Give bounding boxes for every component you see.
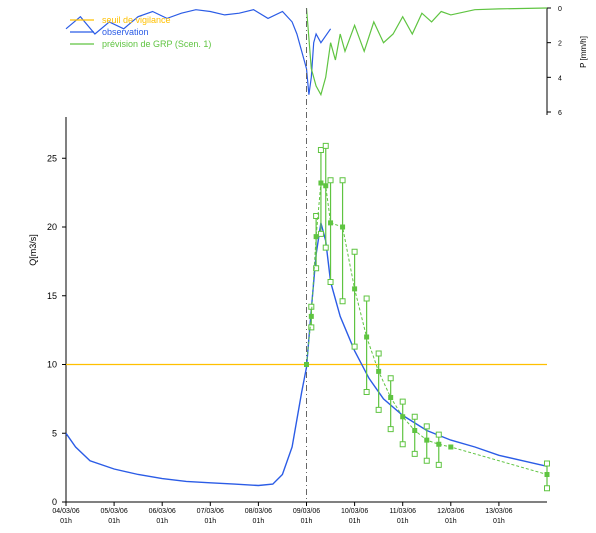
precip-ticks: 0 2 4 6 [547,6,562,117]
q-ticks: 0 5 10 15 20 25 [47,153,66,507]
forecast-range-lower [351,343,358,350]
x-tick-hour: 01h [60,518,72,525]
legend-label: observation [102,27,149,37]
forecast-range-upper [363,295,370,302]
x-tick-date: 12/03/06 [437,508,464,515]
forecast-range-upper [339,177,346,184]
q-tick-label: 5 [52,428,57,438]
forecast-range-lower [327,279,334,285]
legend-label: seuil de vigilance [102,15,171,25]
precip-tick-label: 6 [558,110,562,117]
forecast-range-upper [544,460,550,467]
forecast-range-upper [411,413,418,420]
forecast-range-lower [322,244,329,251]
x-ticks: 04/03/06 01h 05/03/06 01h 06/03/06 01h 07/03/0… [52,502,513,525]
forecast-median-point [308,313,314,319]
discharge-panel: 0 5 10 15 20 25 04/03/06 01h 05/03/06 01h 06/03/0… [28,8,550,525]
forecast-median-point [424,437,430,443]
q-tick-label: 25 [47,153,57,163]
legend: seuil de vigilance observation prévision d… [70,15,211,49]
x-tick-hour: 01h [349,518,361,525]
q-tick-label: 20 [47,222,57,232]
precip-panel: 0 2 4 6 P [mm/h] [65,6,588,117]
x-tick-date: 11/03/06 [389,508,416,515]
precip-tick-label: 2 [558,41,562,48]
precip-tick-label: 4 [558,75,562,82]
x-tick-date: 10/03/06 [341,508,368,515]
forecast-range-upper [387,375,394,382]
x-tick-date: 04/03/06 [52,508,79,515]
precip-forecast-line [305,7,548,97]
forecast-range-lower [411,450,418,457]
precip-observation-line [65,9,332,95]
x-tick-hour: 01h [493,518,505,525]
forecast-range-upper [351,248,358,255]
forecast-range-lower [308,324,315,331]
forecast-median-point [436,441,442,447]
forecast-median-point [313,234,319,240]
forecast-range-lower [313,265,320,272]
forecast-median-point [328,220,334,226]
forecast-range-upper [327,177,334,184]
forecast-median-point [400,414,406,420]
forecast-range-lower [544,485,550,492]
forecast-range-lower [363,389,370,395]
x-tick-hour: 01h [445,518,457,525]
forecast-range-lower [339,298,346,305]
forecast-range-upper [375,350,382,357]
forecast-range-lower [423,457,430,464]
x-tick-date: 08/03/06 [245,508,272,515]
forecast-range-upper [313,213,320,219]
forecast-range-lower [375,406,382,413]
x-tick-hour: 01h [108,518,120,525]
precip-series [65,7,548,97]
forecast-median-point [544,472,550,477]
q-series [65,142,550,492]
forecast-range-upper [322,142,329,149]
x-tick-hour: 01h [253,518,265,525]
precip-axis-label: P [mm/h] [579,36,588,68]
forecast-range-upper [423,423,430,430]
forecast-median-point [318,180,324,186]
q-tick-label: 15 [47,291,57,301]
forecast-range-lower [317,230,324,237]
forecast-median-point [352,286,358,292]
forecast-median-point [323,183,329,189]
legend-label: prévision de GRP (Scen. 1) [102,39,211,49]
x-tick-date: 05/03/06 [100,508,127,515]
forecast-median-point [412,428,418,433]
forecast-range-lower [435,461,442,468]
forecast-range-lower [399,441,406,448]
forecast-median-point [376,368,382,374]
x-tick-date: 06/03/06 [149,508,176,515]
x-tick-hour: 01h [156,518,168,525]
forecast-median-point [388,395,394,400]
x-tick-date: 13/03/06 [485,508,512,515]
forecast-range-lower [387,426,394,433]
precip-tick-label: 0 [558,6,562,13]
forecast-median-point [304,362,309,367]
x-tick-hour: 01h [204,518,216,525]
forecast-median-point [448,444,454,450]
y-axis-label: Q[m3/s] [28,234,38,266]
forecast-range-upper [399,398,406,405]
x-tick-hour: 01h [397,518,409,525]
forecast-median-point [340,224,346,230]
q-tick-label: 10 [47,360,57,370]
x-tick-date: 07/03/06 [197,508,224,515]
forecast-median-point [364,334,370,340]
forecast-range-upper [435,431,442,438]
x-tick-date: 09/03/06 [293,508,320,515]
forecast-range-upper [317,147,324,153]
q-tick-label: 0 [52,497,57,507]
x-tick-hour: 01h [301,518,313,525]
